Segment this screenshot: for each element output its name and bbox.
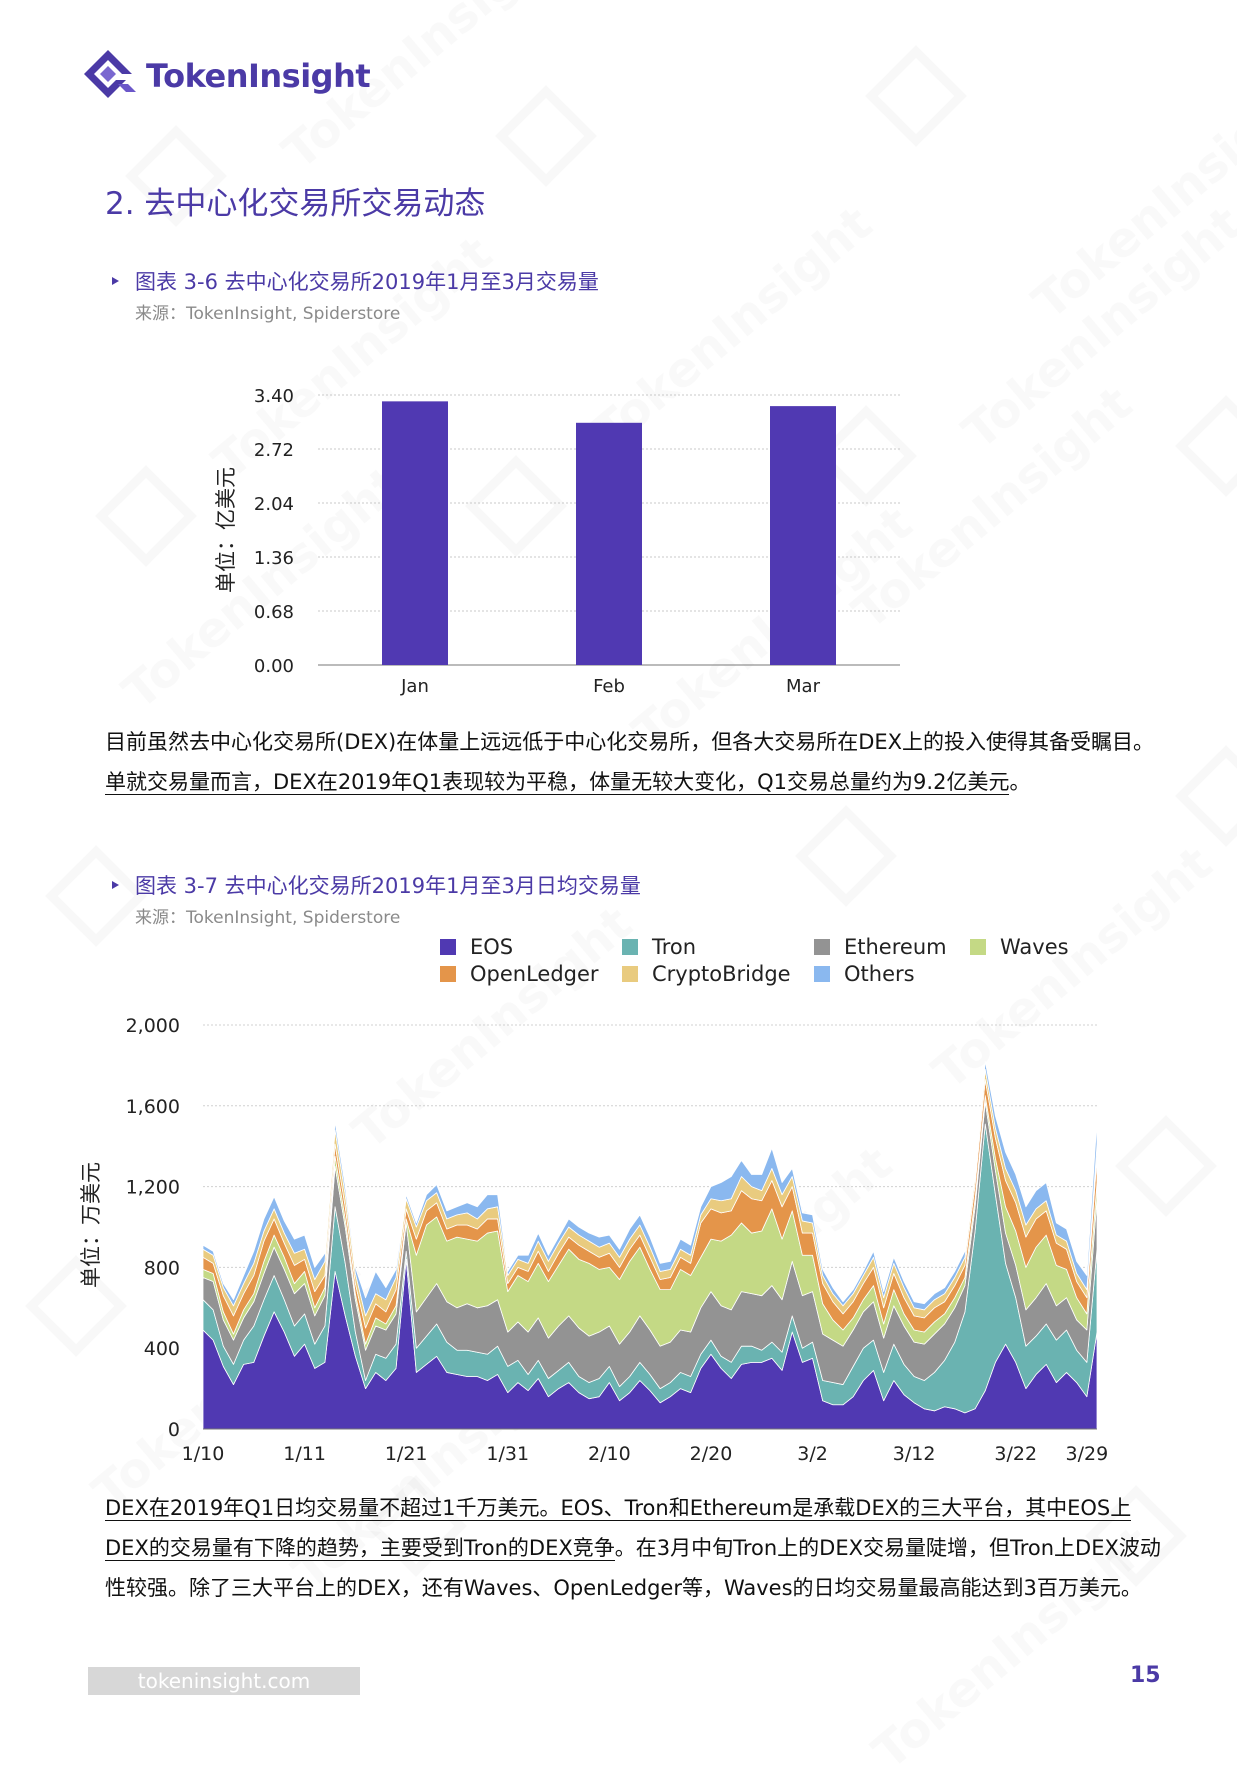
- legend-swatch-openledger: [440, 966, 456, 982]
- figure2-title: 图表 3-7 去中心化交易所2019年1月至3月日均交易量: [112, 870, 641, 900]
- legend-label-waves: Waves: [1000, 935, 1069, 959]
- legend-swatch-others: [814, 966, 830, 982]
- paragraph-1-underlined: 单就交易量而言，DEX在2019年Q1表现较为平稳，体量无较大变化，Q1交易总量…: [105, 770, 1010, 795]
- logo-mark-icon: [84, 50, 136, 98]
- paragraph-1: 目前虽然去中心化交易所(DEX)在体量上远远低于中心化交易所，但各大交易所在DE…: [105, 722, 1165, 802]
- logo-text: TokenInsight: [146, 57, 371, 95]
- paragraph-2: DEX在2019年Q1日均交易量不超过1千万美元。EOS、Tron和Ethere…: [105, 1488, 1165, 1608]
- y-tick-label: 3.40: [254, 386, 294, 407]
- y-tick-label: 2.04: [254, 494, 294, 515]
- figure1-title-text: 图表 3-6 去中心化交易所2019年1月至3月交易量: [135, 270, 599, 294]
- legend-swatch-tron: [622, 939, 638, 955]
- bar-jan: [382, 401, 448, 665]
- x-tick-label: 1/31: [486, 1443, 529, 1465]
- y-tick-label: 2.72: [254, 440, 294, 461]
- y-axis-label: 单位：亿美元: [214, 467, 238, 593]
- legend-label-openledger: OpenLedger: [470, 962, 599, 986]
- x-tick-label: 1/10: [182, 1443, 225, 1465]
- x-tick-label: 2/20: [690, 1443, 733, 1465]
- tokeninsight-logo: TokenInsight: [78, 48, 371, 104]
- footer-url: tokeninsight.com: [88, 1667, 360, 1695]
- figure1-source: 来源：TokenInsight, Spiderstore: [135, 304, 401, 324]
- y-tick-label: 0.68: [254, 602, 294, 623]
- y-tick-label: 400: [144, 1338, 180, 1360]
- section-title: 2. 去中心化交易所交易动态: [105, 186, 486, 222]
- page-number: 15: [1130, 1663, 1161, 1688]
- x-tick-label: 3/22: [994, 1443, 1037, 1465]
- y-tick-label: 800: [144, 1257, 180, 1279]
- x-tick-label: 3/12: [893, 1443, 936, 1465]
- legend-swatch-eos: [440, 939, 456, 955]
- figure2-title-text: 图表 3-7 去中心化交易所2019年1月至3月日均交易量: [135, 874, 641, 898]
- area-others: [202, 1060, 1098, 1317]
- monthly-volume-bar-chart: 0.00 0.68 1.36 2.04 2.72 3.40 Jan Feb Mar 单位：亿美元: [214, 386, 900, 697]
- figure2-source: 来源：TokenInsight, Spiderstore: [135, 908, 401, 928]
- x-tick-label: 1/11: [283, 1443, 326, 1465]
- x-tick-label: 2/10: [588, 1443, 631, 1465]
- y-tick-label: 2,000: [126, 1015, 180, 1037]
- bar-mar: [770, 406, 836, 665]
- y-tick-label: 1,600: [126, 1096, 180, 1118]
- x-tick-label: Feb: [593, 676, 625, 697]
- bullet-triangle-icon: [112, 277, 119, 285]
- legend-swatch-ethereum: [814, 939, 830, 955]
- figure1-title: 图表 3-6 去中心化交易所2019年1月至3月交易量: [112, 266, 599, 296]
- paragraph-2-text: 。在3月中旬Tron上的DEX交易量陡增，但Tron上DEX波动性较强。除了三大…: [105, 1536, 1161, 1600]
- paragraph-1-end: 。: [1009, 770, 1031, 794]
- y-tick-label: 0.00: [254, 656, 294, 677]
- y-tick-label: 0: [168, 1419, 180, 1441]
- legend-swatch-cryptobridge: [622, 966, 638, 982]
- daily-volume-area-chart: EOS Tron Ethereum Waves OpenLedger CryptoBrid…: [79, 935, 1109, 1465]
- legend-swatch-waves: [970, 939, 986, 955]
- paragraph-2-underlined: DEX在2019年Q1日均交易量不超过1千万美元。EOS、Tron和Ethere…: [105, 1496, 1132, 1561]
- legend-label-tron: Tron: [651, 935, 696, 959]
- x-tick-label: 3/29: [1066, 1443, 1109, 1465]
- y-axis-label: 单位：万美元: [79, 1162, 103, 1288]
- paragraph-1-text: 目前虽然去中心化交易所(DEX)在体量上远远低于中心化交易所，但各大交易所在DE…: [105, 730, 1155, 754]
- legend-label-others: Others: [844, 962, 915, 986]
- watermark-logo-icon: [1175, 745, 1237, 847]
- legend-label-eos: EOS: [470, 935, 513, 959]
- bullet-triangle-icon: [112, 881, 119, 889]
- x-tick-label: Jan: [400, 676, 429, 697]
- x-tick-label: Mar: [786, 676, 821, 697]
- watermark-logo-icon: [795, 805, 897, 907]
- y-tick-label: 1,200: [126, 1177, 180, 1199]
- x-tick-label: 1/21: [385, 1443, 428, 1465]
- bar-feb: [576, 422, 642, 665]
- legend-label-ethereum: Ethereum: [844, 935, 947, 959]
- x-tick-label: 3/2: [797, 1443, 828, 1465]
- legend-label-cryptobridge: CryptoBridge: [652, 962, 791, 986]
- y-tick-label: 1.36: [254, 548, 294, 569]
